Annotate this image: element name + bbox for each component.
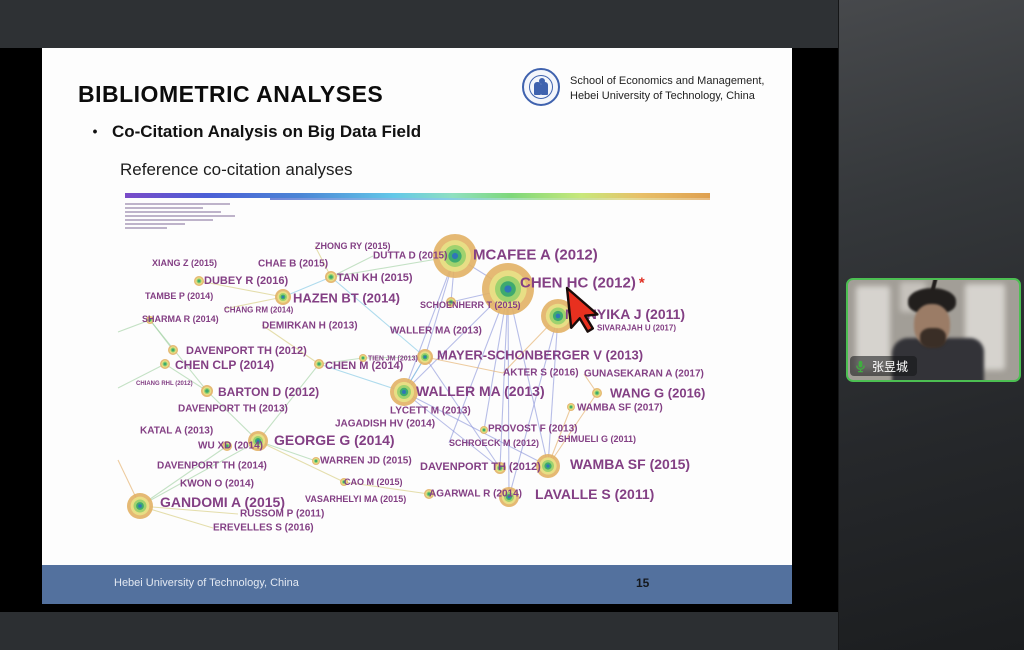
bullet-text: Co-Citation Analysis on Big Data Field xyxy=(111,122,422,141)
participant-video-tile[interactable]: 张昱城 xyxy=(846,278,1021,382)
bullet-icon: • xyxy=(92,124,98,140)
bottom-band xyxy=(0,612,838,650)
microphone-icon xyxy=(856,360,865,372)
person-beard xyxy=(920,328,946,348)
slide-bullet: • Co-Citation Analysis on Big Data Field xyxy=(92,122,422,142)
slide-footer: Hebei University of Technology, China 15 xyxy=(42,565,792,604)
participant-name: 张昱城 xyxy=(872,359,909,374)
footer-text: Hebei University of Technology, China xyxy=(114,577,299,589)
top-band xyxy=(0,0,838,48)
participant-name-tag: 张昱城 xyxy=(850,356,918,376)
university-name: School of Economics and Management, Hebe… xyxy=(570,75,765,102)
slide-title: BIBLIOMETRIC ANALYSES xyxy=(78,81,384,107)
slide-subtitle: Reference co-citation analyses xyxy=(120,160,353,179)
page-number: 15 xyxy=(636,576,650,590)
university-logo-icon xyxy=(522,68,560,106)
